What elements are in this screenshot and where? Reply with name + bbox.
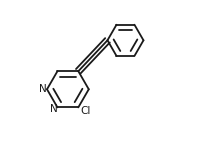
- Text: Cl: Cl: [80, 106, 90, 115]
- Text: N: N: [39, 84, 47, 94]
- Text: N: N: [50, 104, 58, 114]
